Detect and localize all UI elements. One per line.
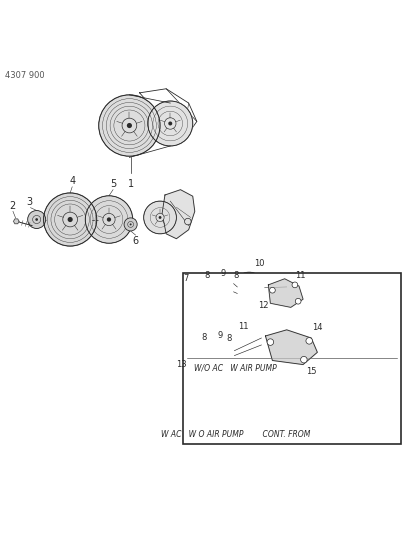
Circle shape	[229, 289, 231, 291]
Text: W AC   W O AIR PUMP        CONT. FROM: W AC W O AIR PUMP CONT. FROM	[161, 430, 310, 439]
Circle shape	[224, 284, 237, 297]
Circle shape	[63, 212, 77, 227]
Text: W/O AC   W AIR PUMP: W/O AC W AIR PUMP	[194, 364, 276, 372]
Text: 8: 8	[201, 333, 207, 342]
Text: 8: 8	[232, 271, 238, 280]
Circle shape	[285, 286, 287, 288]
Circle shape	[245, 284, 253, 292]
Circle shape	[67, 217, 72, 222]
Circle shape	[294, 298, 300, 304]
Circle shape	[184, 219, 191, 225]
Text: 12: 12	[257, 301, 267, 310]
Text: 1: 1	[128, 179, 134, 189]
Circle shape	[35, 218, 38, 221]
Circle shape	[144, 201, 176, 234]
Circle shape	[211, 289, 213, 291]
Circle shape	[124, 218, 137, 231]
Text: 10: 10	[254, 259, 264, 268]
Text: 6: 6	[132, 236, 138, 246]
Circle shape	[280, 281, 292, 293]
Circle shape	[164, 118, 175, 129]
Circle shape	[85, 196, 133, 243]
Circle shape	[305, 337, 312, 344]
Circle shape	[291, 282, 297, 288]
Text: 11: 11	[294, 271, 305, 280]
Circle shape	[122, 118, 137, 133]
Circle shape	[200, 345, 215, 360]
Circle shape	[222, 286, 224, 288]
Circle shape	[269, 287, 274, 293]
Text: 9: 9	[220, 269, 225, 278]
Circle shape	[226, 352, 228, 354]
Text: 3: 3	[26, 197, 32, 207]
Circle shape	[103, 213, 115, 225]
Polygon shape	[267, 279, 302, 308]
Circle shape	[248, 333, 259, 343]
Bar	[182, 272, 400, 444]
Circle shape	[218, 348, 220, 350]
Circle shape	[247, 286, 250, 289]
Circle shape	[43, 193, 97, 246]
Circle shape	[168, 122, 172, 125]
Circle shape	[158, 216, 161, 219]
Text: 4: 4	[69, 176, 75, 186]
Text: 9: 9	[217, 331, 222, 340]
Text: 8: 8	[204, 271, 210, 280]
Text: 7: 7	[183, 274, 188, 283]
Circle shape	[27, 211, 45, 229]
Circle shape	[213, 344, 224, 354]
Polygon shape	[190, 287, 197, 293]
Circle shape	[300, 357, 306, 363]
Circle shape	[233, 272, 264, 303]
Text: 15: 15	[306, 367, 316, 376]
Text: 8: 8	[225, 334, 231, 343]
Polygon shape	[265, 330, 317, 365]
Circle shape	[204, 282, 219, 297]
Circle shape	[266, 339, 273, 345]
Circle shape	[147, 101, 192, 146]
Text: 13: 13	[176, 360, 187, 369]
Circle shape	[253, 337, 254, 339]
Text: 14: 14	[311, 323, 322, 332]
Polygon shape	[13, 219, 19, 224]
Circle shape	[126, 123, 132, 128]
Circle shape	[218, 281, 228, 292]
Circle shape	[207, 351, 209, 353]
Circle shape	[107, 217, 111, 222]
Text: 4307 900: 4307 900	[5, 71, 44, 80]
Text: 2: 2	[9, 200, 15, 211]
Circle shape	[221, 346, 234, 360]
Polygon shape	[187, 350, 194, 355]
Text: 11: 11	[238, 321, 248, 330]
Circle shape	[99, 95, 160, 156]
Circle shape	[129, 223, 131, 225]
Circle shape	[155, 213, 164, 222]
Polygon shape	[162, 190, 194, 239]
Text: 5: 5	[110, 179, 116, 189]
